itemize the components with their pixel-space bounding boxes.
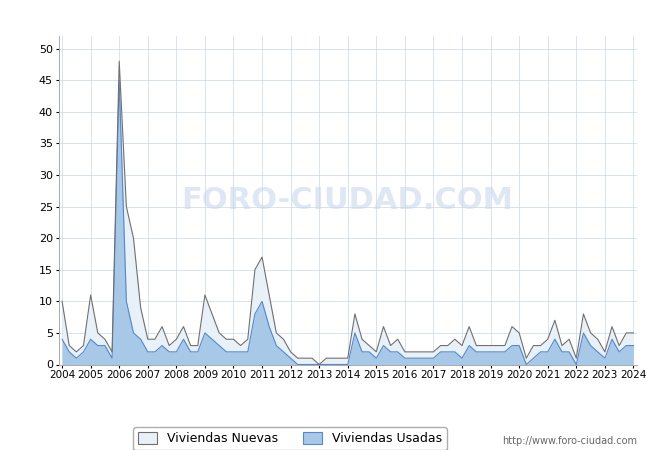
Legend: Viviendas Nuevas, Viviendas Usadas: Viviendas Nuevas, Viviendas Usadas	[133, 427, 447, 450]
Text: Etxarri Aranatz - Evolucion del Nº de Transacciones Inmobiliarias: Etxarri Aranatz - Evolucion del Nº de Tr…	[88, 14, 562, 29]
Text: http://www.foro-ciudad.com: http://www.foro-ciudad.com	[502, 436, 637, 446]
Text: FORO-CIUDAD.COM: FORO-CIUDAD.COM	[182, 186, 514, 215]
